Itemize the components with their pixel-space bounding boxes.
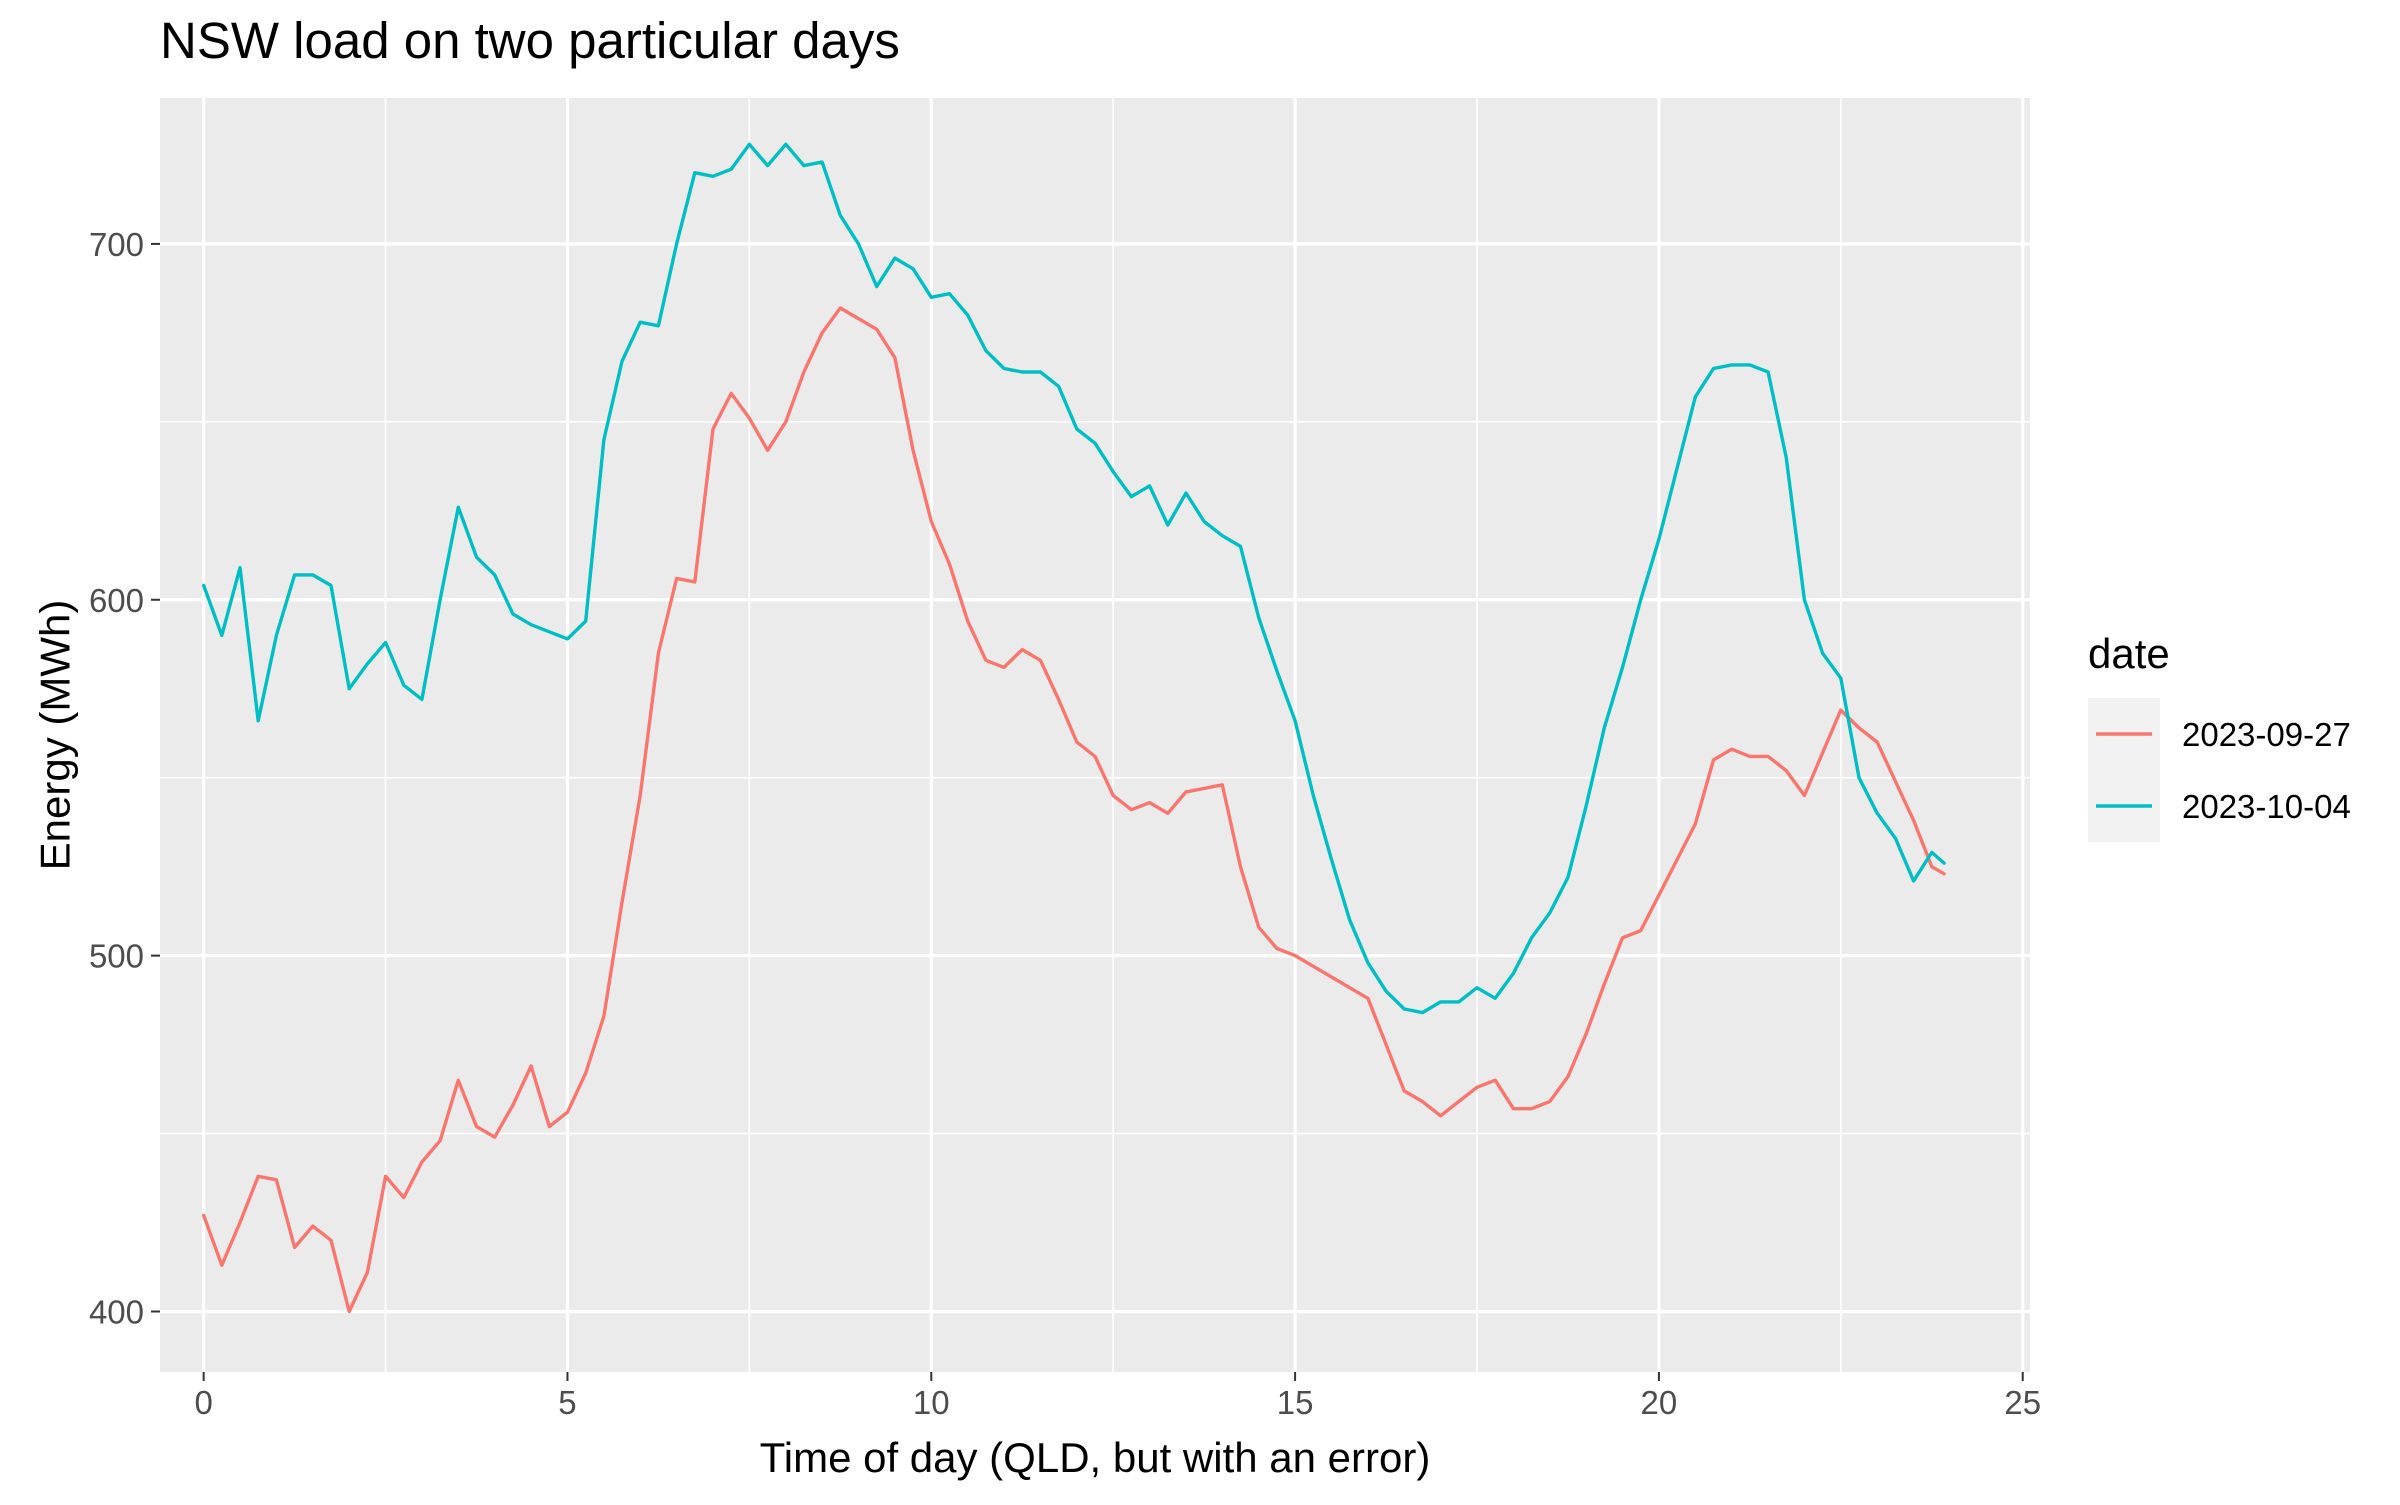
y-tick-label: 500 (89, 938, 144, 975)
plot-panel (160, 98, 2030, 1372)
x-tick-label: 20 (1641, 1384, 1678, 1421)
y-axis: 400 500 600 700 (89, 226, 160, 1331)
series-lines (202, 142, 1946, 1314)
series-line-2023-09-27 (202, 306, 1946, 1314)
x-axis-title: Time of day (QLD, but with an error) (760, 1434, 1431, 1481)
legend: date 2023-09-27 2023-10-04 (2088, 630, 2351, 842)
x-tick-label: 15 (1277, 1384, 1314, 1421)
legend-key-background (2088, 698, 2160, 842)
y-tick-label: 700 (89, 226, 144, 263)
gridlines (160, 98, 2030, 1372)
y-tick-label: 400 (89, 1294, 144, 1331)
x-tick-label: 5 (558, 1384, 576, 1421)
legend-title: date (2088, 630, 2170, 677)
x-axis: 0 5 10 15 20 25 (194, 1372, 2041, 1421)
legend-label: 2023-09-27 (2182, 716, 2351, 753)
series-line-2023-10-04 (202, 142, 1946, 1015)
y-axis-title: Energy (MWh) (32, 600, 79, 871)
chart-title: NSW load on two particular days (160, 12, 900, 69)
x-tick-label: 10 (913, 1384, 950, 1421)
legend-items: 2023-09-27 2023-10-04 (2096, 716, 2351, 825)
x-tick-label: 25 (2004, 1384, 2041, 1421)
legend-label: 2023-10-04 (2182, 788, 2351, 825)
y-tick-label: 600 (89, 582, 144, 619)
x-tick-label: 0 (194, 1384, 212, 1421)
